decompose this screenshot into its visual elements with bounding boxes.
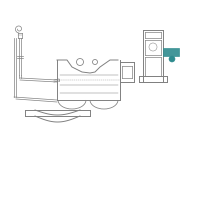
Circle shape: [169, 56, 175, 62]
Polygon shape: [163, 48, 179, 56]
